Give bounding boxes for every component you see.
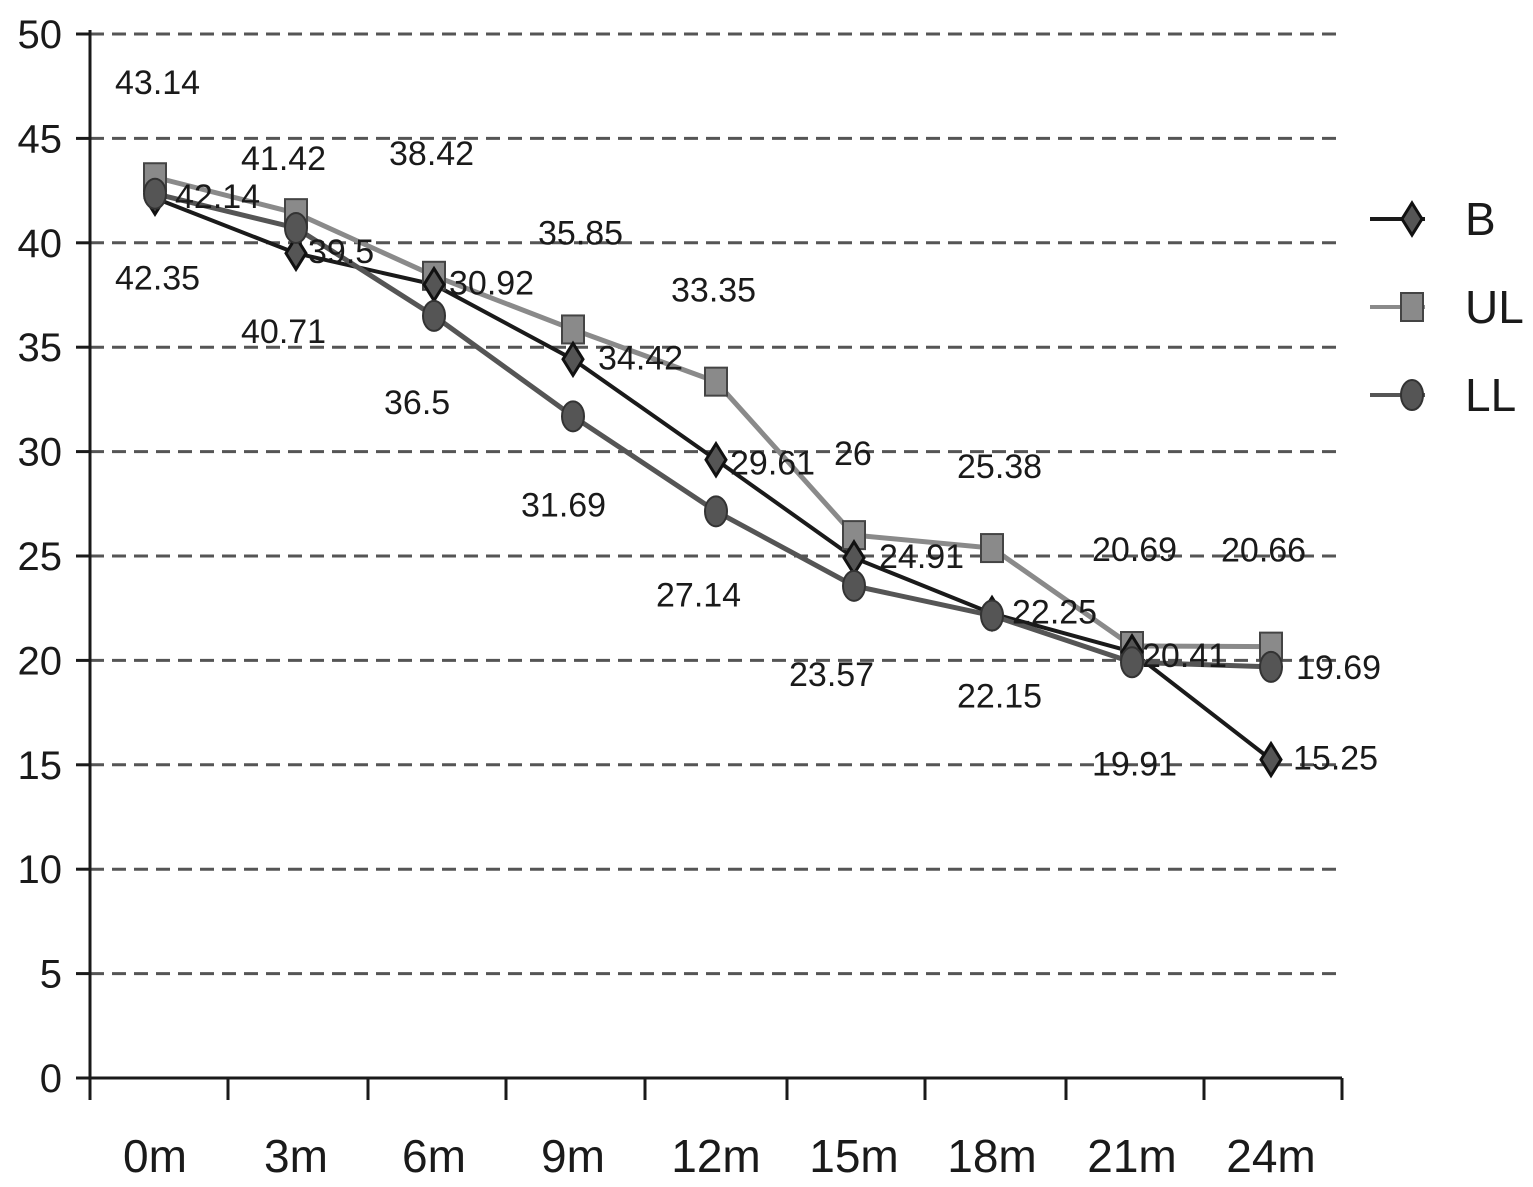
x-tick-label: 15m <box>809 1130 898 1182</box>
data-label-ll: 31.69 <box>521 486 606 524</box>
marker-ll <box>1120 646 1144 679</box>
marker-ll <box>284 211 308 244</box>
legend-label-ll: LL <box>1465 369 1516 421</box>
data-label-ll: 40.71 <box>241 313 326 351</box>
marker-ll <box>561 400 585 433</box>
data-label-ll: 27.14 <box>656 576 741 614</box>
y-tick-label: 50 <box>18 13 63 57</box>
data-label-b: 30.92 <box>449 265 534 303</box>
x-tick-label: 21m <box>1087 1130 1176 1182</box>
y-tick-label: 10 <box>18 848 63 892</box>
legend-label-ul: UL <box>1465 281 1524 333</box>
y-tick-label: 45 <box>18 117 63 161</box>
data-label-ll: 36.5 <box>384 384 450 422</box>
y-tick-label: 15 <box>18 744 63 788</box>
marker-ul <box>561 314 585 345</box>
data-label-ul: 41.42 <box>241 140 326 178</box>
legend-marker-ul <box>1400 292 1424 322</box>
x-tick-label: 3m <box>264 1130 328 1182</box>
data-label-ul: 20.69 <box>1092 531 1177 569</box>
y-tick-label: 20 <box>18 639 63 683</box>
marker-ll <box>842 569 866 602</box>
data-label-ul: 26 <box>834 435 872 473</box>
x-tick-label: 0m <box>123 1130 187 1182</box>
marker-b <box>1259 740 1283 779</box>
marker-ul <box>704 366 728 397</box>
marker-ll <box>422 299 446 332</box>
x-axis-ticks: 0m 3m 6m 9m 12m 15m 18m 21m 24m <box>88 1078 1344 1182</box>
data-label-ll: 19.69 <box>1296 649 1381 687</box>
data-label-b: 29.61 <box>730 445 815 483</box>
data-label-ll: 23.57 <box>789 656 874 694</box>
marker-b <box>284 234 308 273</box>
marker-ll <box>1259 650 1283 683</box>
x-tick-label: 24m <box>1226 1130 1315 1182</box>
data-label-ll: 19.91 <box>1092 745 1177 783</box>
data-label-ul: 20.66 <box>1221 532 1306 570</box>
data-labels: 42.14 39.5 30.92 34.42 29.61 24.91 22.25 20.41 1… <box>115 64 1381 783</box>
axes <box>88 30 1342 1100</box>
marker-ll <box>143 177 167 210</box>
data-label-ul: 38.42 <box>389 135 474 173</box>
data-label-ul: 33.35 <box>671 272 756 310</box>
y-tick-label: 5 <box>40 953 62 997</box>
marker-b <box>561 340 585 379</box>
series-group <box>143 162 1283 779</box>
data-label-ul: 35.85 <box>538 214 623 252</box>
legend-label-b: B <box>1465 193 1496 245</box>
y-tick-label: 40 <box>18 222 63 266</box>
x-tick-label: 18m <box>947 1130 1036 1182</box>
y-tick-label: 30 <box>18 431 63 475</box>
legend-marker-ll <box>1400 379 1424 411</box>
data-label-b: 24.91 <box>879 538 964 576</box>
x-tick-label: 9m <box>541 1130 605 1182</box>
x-tick-label: 12m <box>671 1130 760 1182</box>
y-tick-label: 0 <box>40 1057 62 1101</box>
data-label-ll: 42.35 <box>115 260 200 298</box>
marker-ul <box>980 533 1004 564</box>
legend-marker-b <box>1400 200 1424 238</box>
y-tick-label: 35 <box>18 326 63 370</box>
marker-b <box>704 440 728 479</box>
data-label-b: 22.25 <box>1012 593 1097 631</box>
data-label-b: 34.42 <box>598 339 683 377</box>
data-label-b: 15.25 <box>1293 740 1378 778</box>
y-axis-ticks: 0 5 10 15 20 25 30 35 40 45 50 <box>18 13 90 1101</box>
x-tick-label: 6m <box>402 1130 466 1182</box>
data-label-b: 20.41 <box>1142 637 1227 675</box>
data-label-b: 42.14 <box>175 178 260 216</box>
data-label-ul: 43.14 <box>115 64 200 102</box>
data-label-b: 39.5 <box>308 233 374 271</box>
data-label-ul: 25.38 <box>957 448 1042 486</box>
legend: B UL LL <box>1370 193 1524 421</box>
marker-ll <box>704 495 728 528</box>
data-label-ll: 22.15 <box>957 678 1042 716</box>
marker-ll <box>980 599 1004 632</box>
y-tick-label: 25 <box>18 535 63 579</box>
